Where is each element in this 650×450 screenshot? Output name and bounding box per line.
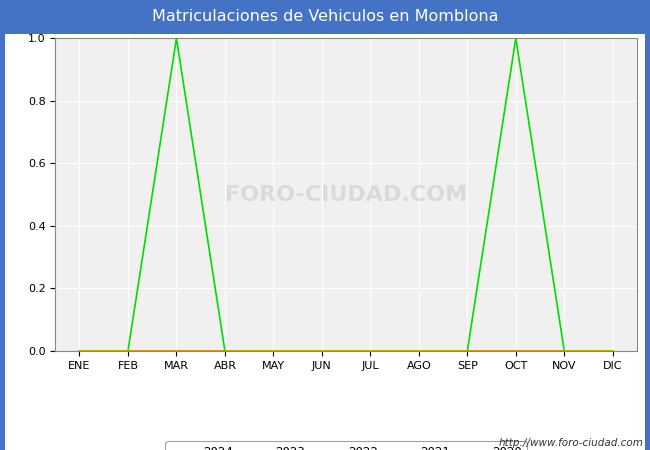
Text: Matriculaciones de Vehiculos en Momblona: Matriculaciones de Vehiculos en Momblona	[151, 9, 499, 24]
Text: FORO-CIUDAD.COM: FORO-CIUDAD.COM	[225, 184, 467, 205]
Text: http://www.foro-ciudad.com: http://www.foro-ciudad.com	[499, 438, 644, 448]
Legend: 2024, 2023, 2022, 2021, 2020: 2024, 2023, 2022, 2021, 2020	[165, 441, 527, 450]
